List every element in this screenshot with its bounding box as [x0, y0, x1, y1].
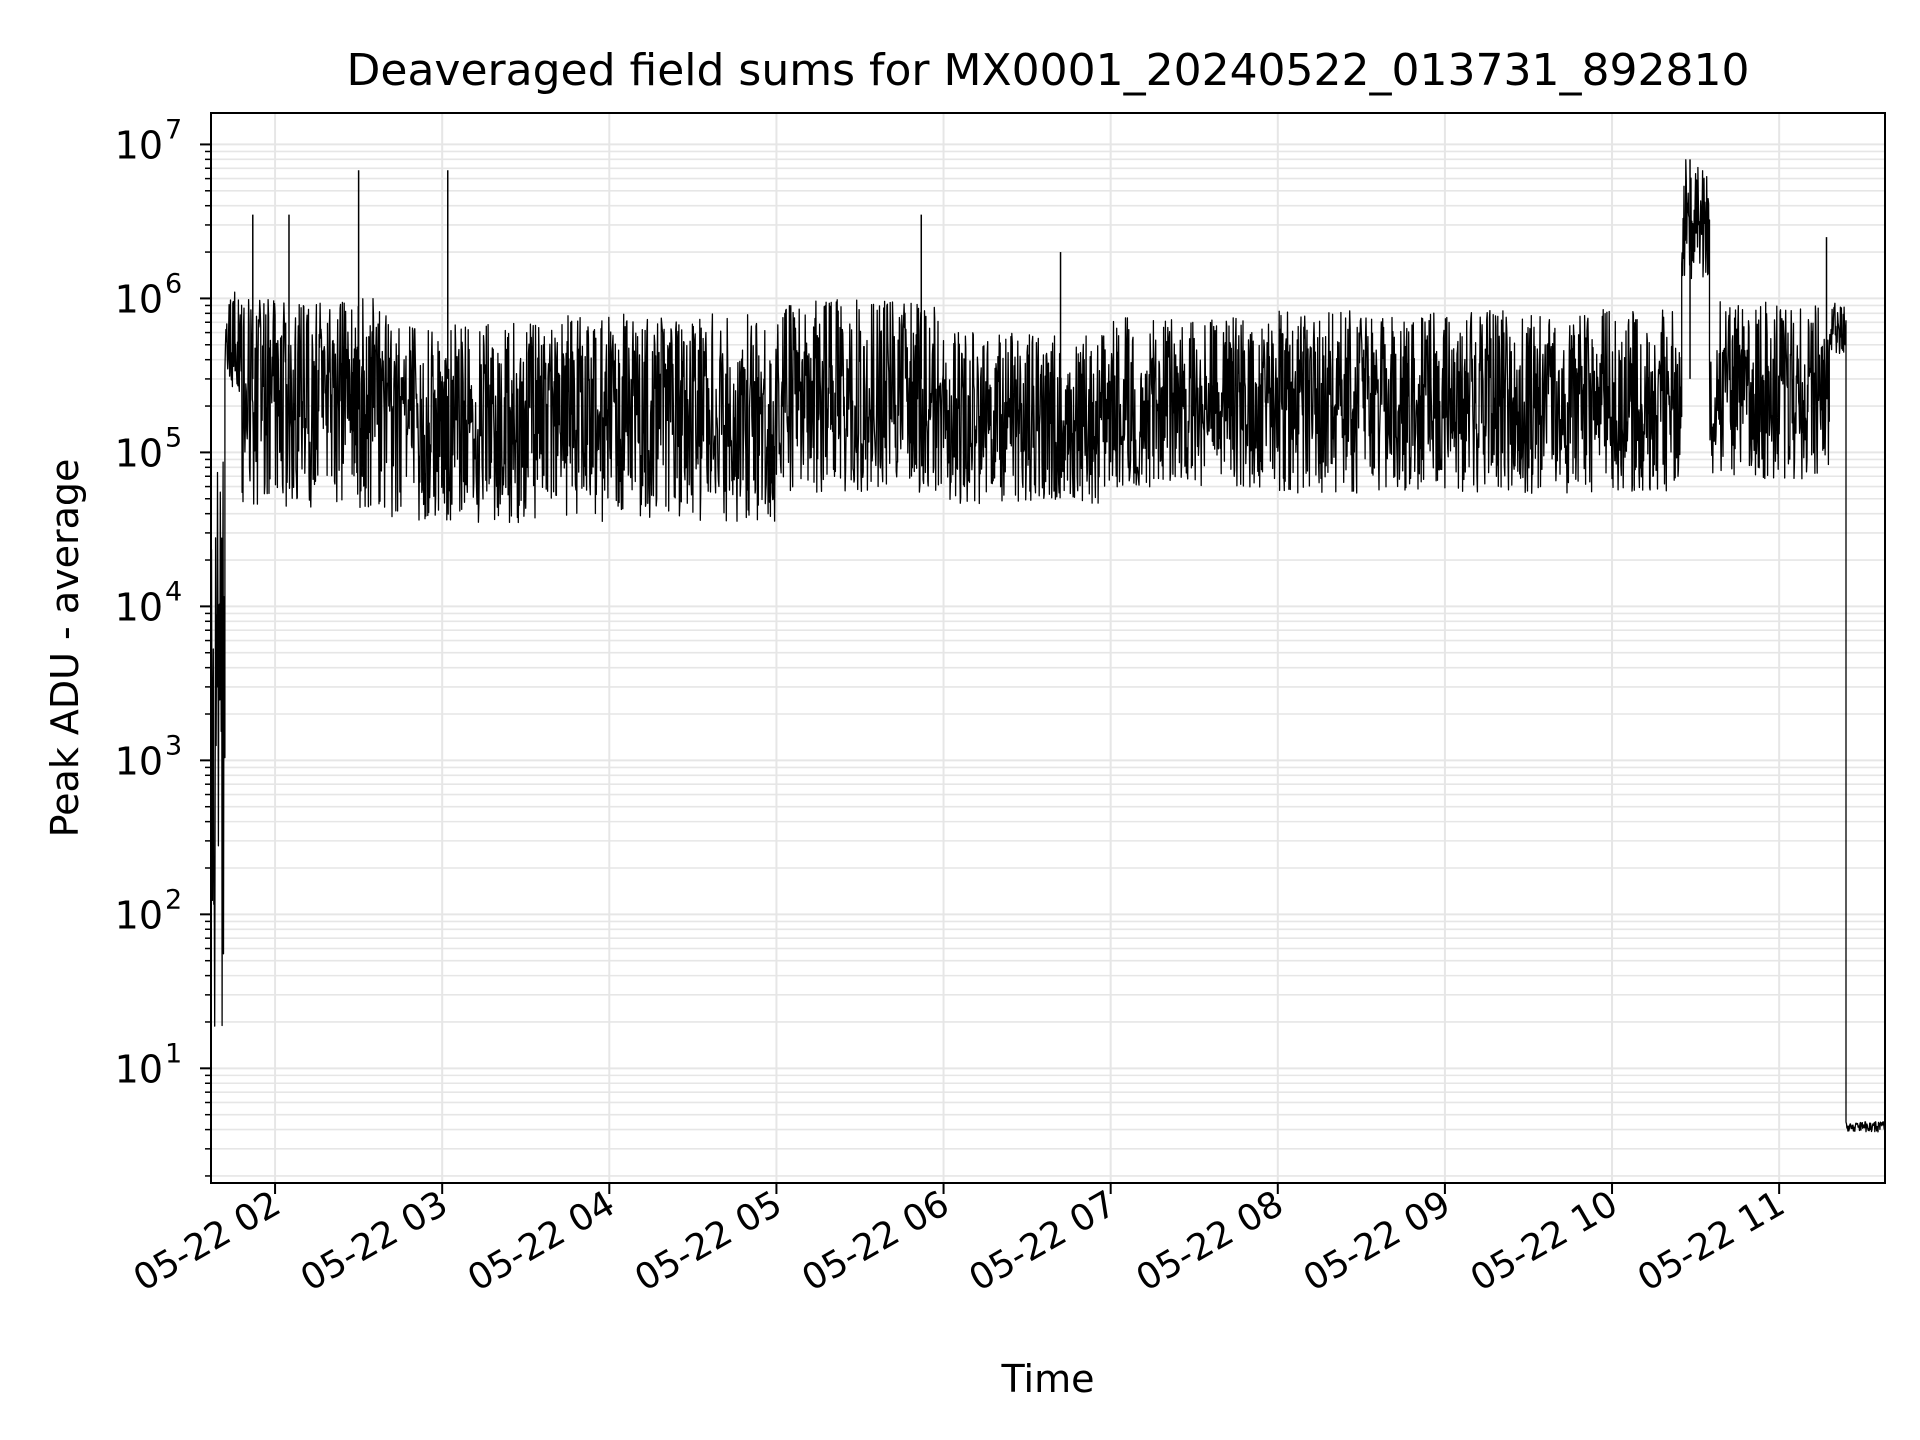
plot-frame — [210, 112, 1886, 1184]
y-tick-exponent: 2 — [165, 884, 182, 915]
y-tick-exponent: 3 — [165, 730, 182, 761]
y-tick-exponent: 4 — [165, 576, 182, 607]
data-series — [210, 159, 1886, 1133]
y-tick-label: 10 — [115, 1047, 163, 1091]
series-line — [210, 159, 1886, 1133]
y-tick-label: 10 — [115, 739, 163, 783]
y-tick-exponent: 5 — [165, 422, 182, 453]
y-tick-label: 10 — [115, 585, 163, 629]
y-tick-exponent: 7 — [165, 114, 182, 145]
y-tick-exponent: 1 — [165, 1038, 182, 1069]
y-tick-label: 10 — [115, 123, 163, 167]
chart-title: Deaveraged field sums for MX0001_2024052… — [347, 45, 1750, 96]
y-tick-label: 10 — [115, 893, 163, 937]
y-tick-exponent: 6 — [165, 268, 182, 299]
y-axis-label: Peak ADU - average — [43, 459, 87, 838]
x-axis-label: Time — [1001, 1357, 1095, 1401]
y-tick-label: 10 — [115, 431, 163, 475]
y-tick-label: 10 — [115, 277, 163, 321]
